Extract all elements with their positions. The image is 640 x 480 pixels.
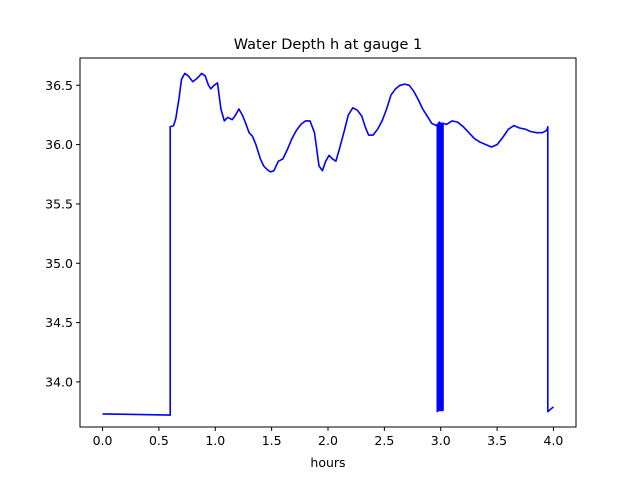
x-tick-label: 1.5 bbox=[262, 433, 282, 448]
x-tick-label: 3.5 bbox=[487, 433, 507, 448]
x-tick-label: 4.0 bbox=[544, 433, 564, 448]
x-tick-label: 2.5 bbox=[374, 433, 394, 448]
x-tick-label: 0.5 bbox=[149, 433, 169, 448]
x-tick-label: 1.0 bbox=[205, 433, 225, 448]
y-tick-label: 34.5 bbox=[45, 315, 73, 330]
y-tick-label: 35.0 bbox=[45, 256, 73, 271]
x-tick-label: 3.0 bbox=[431, 433, 451, 448]
x-tick-label: 0.0 bbox=[93, 433, 113, 448]
y-tick-label: 36.0 bbox=[45, 137, 73, 152]
plot-area bbox=[80, 58, 576, 427]
y-tick-label: 35.5 bbox=[45, 196, 73, 211]
x-axis-label: hours bbox=[310, 455, 345, 470]
chart-title: Water Depth h at gauge 1 bbox=[234, 37, 422, 53]
y-tick-label: 36.5 bbox=[45, 78, 73, 93]
x-tick-label: 2.0 bbox=[318, 433, 338, 448]
y-tick-label: 34.0 bbox=[45, 374, 73, 389]
